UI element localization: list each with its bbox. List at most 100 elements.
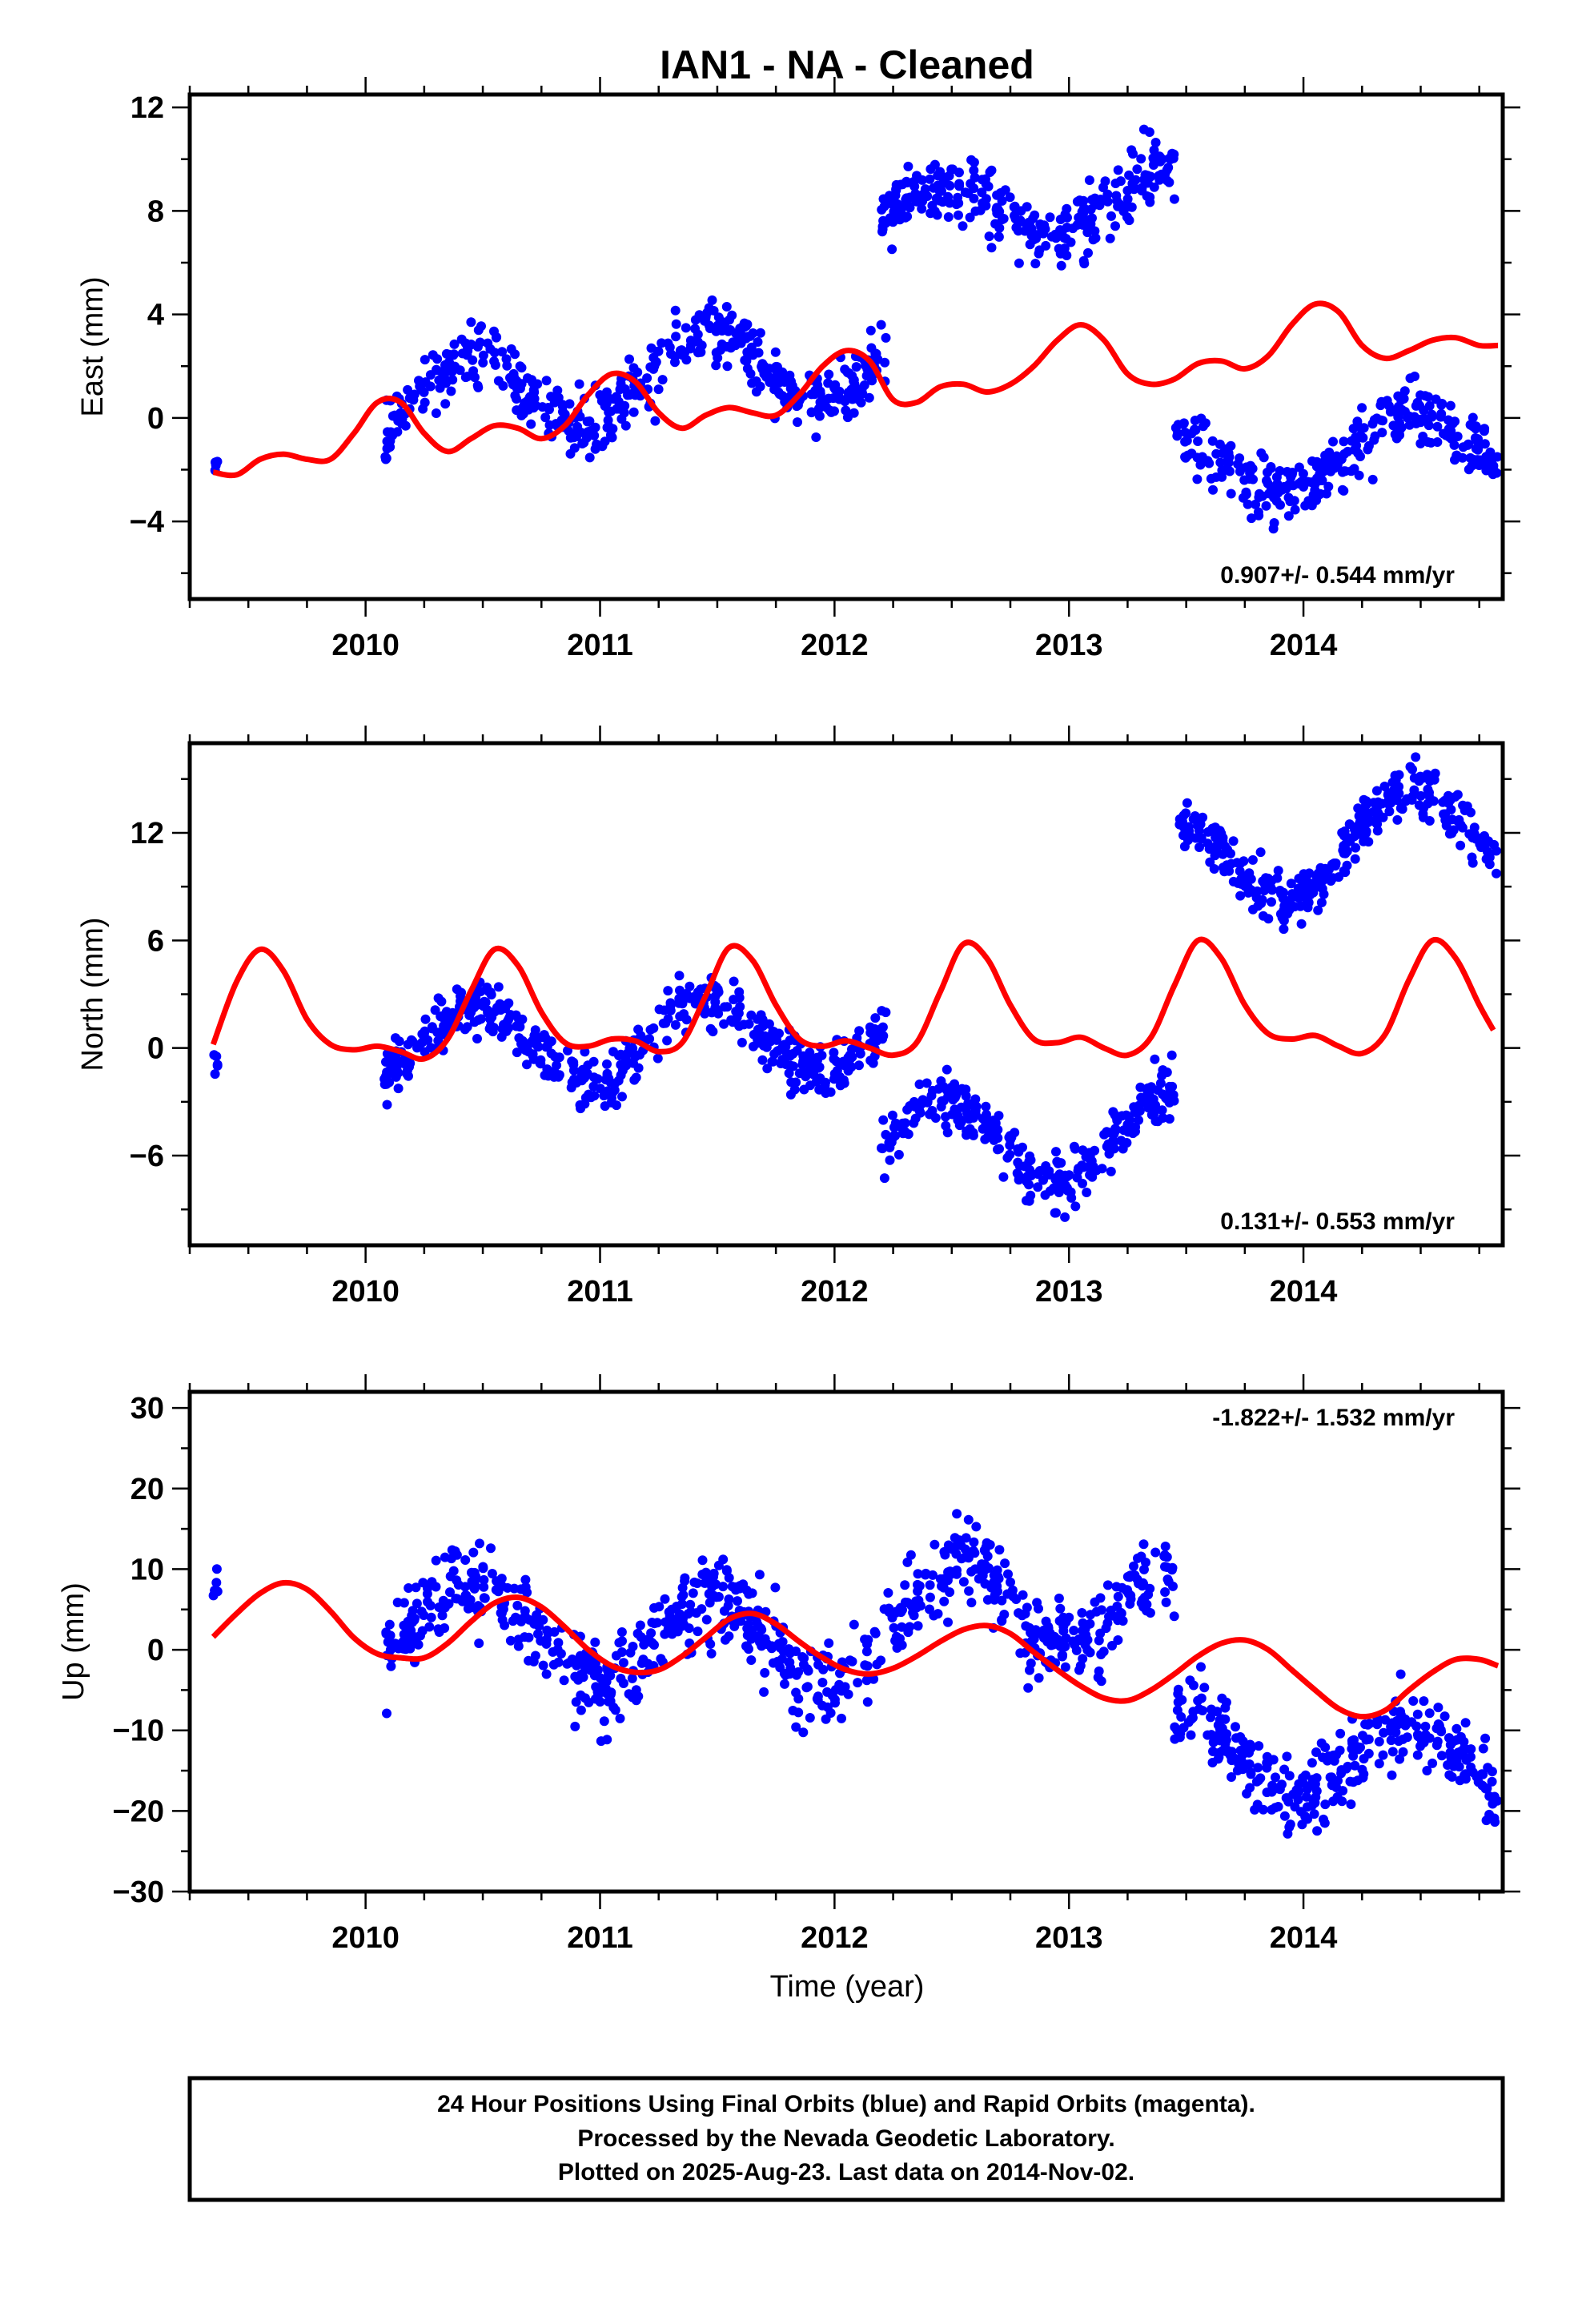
north-data-point <box>420 1047 430 1057</box>
north-data-point <box>393 1084 404 1094</box>
up-data-point <box>1443 1760 1453 1770</box>
north-data-point <box>786 1077 797 1088</box>
up-data-point <box>638 1655 648 1665</box>
up-data-point <box>1468 1767 1478 1778</box>
north-data-point <box>1226 848 1235 858</box>
up-data-point <box>1113 1591 1123 1602</box>
east-data-point <box>970 206 981 216</box>
east-data-point <box>1173 428 1182 439</box>
east-data-point <box>887 244 897 255</box>
east-data-point <box>583 427 593 437</box>
up-data-point <box>1074 1665 1084 1675</box>
east-data-point <box>925 174 935 184</box>
east-data-point <box>528 403 539 413</box>
up-data-point <box>1231 1733 1241 1743</box>
east-data-point <box>1045 212 1055 223</box>
north-data-point <box>1373 807 1383 818</box>
east-data-point <box>1395 418 1404 428</box>
north-data-point <box>942 1064 952 1075</box>
north-data-point <box>769 1032 780 1043</box>
north-data-point <box>762 1063 773 1074</box>
up-data-point <box>618 1679 628 1688</box>
up-data-point <box>1258 1804 1268 1815</box>
up-data-point <box>853 1678 863 1688</box>
north-data-point <box>812 1055 822 1066</box>
up-data-point <box>930 1539 940 1550</box>
north-data-point <box>629 1075 640 1085</box>
east-data-point <box>1137 186 1147 196</box>
up-data-point <box>1288 1789 1299 1799</box>
north-data-point <box>776 1059 786 1068</box>
north-data-point <box>1444 829 1455 839</box>
up-data-point <box>902 1598 913 1608</box>
east-data-point <box>528 377 538 388</box>
up-data-point <box>688 1588 698 1598</box>
east-data-point <box>1367 419 1378 429</box>
east-data-point <box>1148 153 1158 163</box>
north-data-point <box>523 1040 533 1051</box>
north-data-point <box>404 1071 413 1081</box>
up-data-point <box>701 1614 712 1625</box>
east-data-point <box>1424 400 1435 411</box>
east-data-point <box>620 400 630 411</box>
north-data-point <box>1099 1129 1110 1140</box>
north-data-point <box>420 1026 430 1036</box>
east-data-point <box>866 343 877 353</box>
north-data-point <box>1213 841 1223 851</box>
north-data-point <box>989 1135 999 1145</box>
east-data-point <box>1267 484 1278 494</box>
east-data-point <box>1098 183 1108 193</box>
up-data-point <box>538 1614 548 1625</box>
north-data-point <box>652 1053 663 1063</box>
up-data-point <box>1363 1734 1374 1744</box>
up-data-point <box>813 1695 823 1705</box>
east-data-point <box>541 376 552 386</box>
east-data-point <box>1190 416 1200 425</box>
east-data-point <box>951 199 962 210</box>
up-data-point <box>762 1639 773 1650</box>
east-data-point <box>455 365 465 376</box>
east-data-point <box>1072 196 1082 207</box>
north-x-tick-label: 2010 <box>331 1275 400 1309</box>
up-data-point <box>1346 1799 1356 1809</box>
east-data-point <box>1353 421 1363 432</box>
east-data-point <box>1412 397 1423 408</box>
north-data-point <box>1128 1128 1138 1139</box>
up-data-point <box>1029 1634 1039 1644</box>
up-data-point <box>536 1635 546 1646</box>
east-data-point <box>1452 450 1462 460</box>
north-data-point <box>1418 812 1428 822</box>
east-data-point <box>211 457 220 468</box>
north-data-point <box>212 1060 223 1071</box>
east-data-point <box>1124 170 1134 180</box>
east-data-point <box>1136 154 1146 164</box>
north-data-point <box>805 1061 816 1072</box>
east-data-point <box>400 420 411 431</box>
north-data-point <box>514 1015 524 1025</box>
up-data-point <box>674 1609 685 1619</box>
up-data-point <box>595 1673 605 1683</box>
north-data-point <box>968 1128 978 1138</box>
up-data-point <box>572 1660 582 1671</box>
east-data-point <box>1128 149 1138 159</box>
east-data-point <box>1445 400 1456 411</box>
up-data-point <box>760 1667 770 1678</box>
east-data-point <box>671 319 681 329</box>
up-data-point <box>615 1713 625 1723</box>
east-data-point <box>1030 259 1041 269</box>
north-data-point <box>1424 787 1434 798</box>
up-data-point <box>1374 1736 1384 1747</box>
east-data-point <box>753 337 763 347</box>
north-data-point <box>950 1092 960 1103</box>
up-data-point <box>1454 1762 1464 1772</box>
x-axis-label: Time (year) <box>770 1970 925 2004</box>
east-data-point <box>900 212 910 223</box>
north-data-point <box>840 1060 850 1071</box>
north-data-point <box>599 1091 609 1101</box>
east-data-point <box>701 312 711 322</box>
up-data-point <box>1439 1711 1450 1722</box>
east-data-point <box>616 414 627 424</box>
east-y-tick-label: 8 <box>147 195 164 228</box>
east-data-point <box>1241 487 1251 497</box>
up-data-point <box>921 1568 931 1578</box>
